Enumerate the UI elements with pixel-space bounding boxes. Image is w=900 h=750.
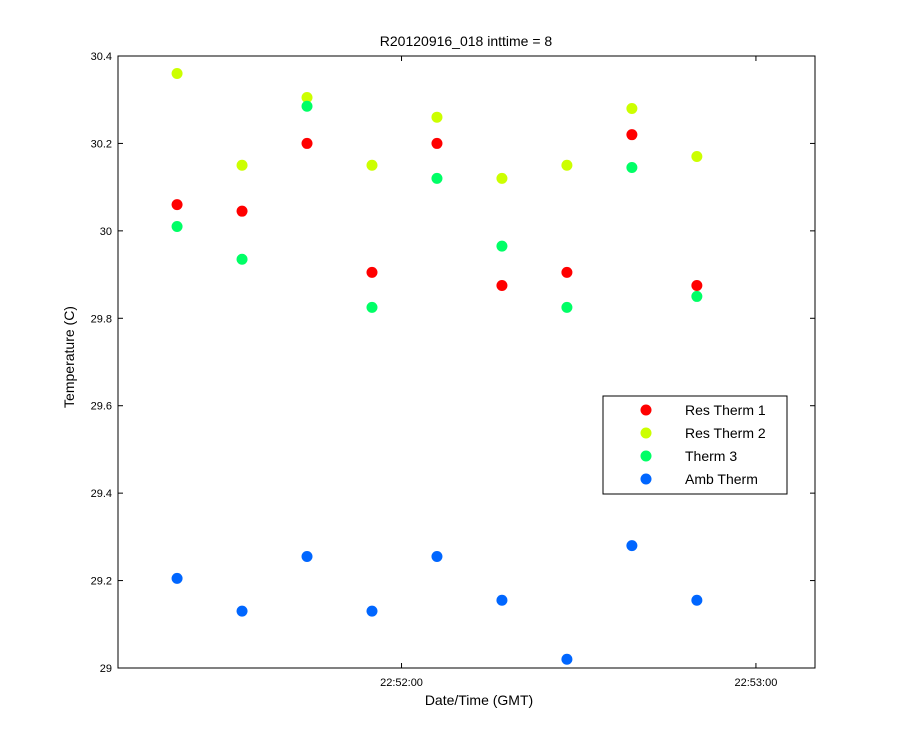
legend-box	[602, 395, 788, 495]
y-tick-label: 30	[100, 226, 112, 238]
y-tick-label: 29.4	[91, 488, 112, 500]
data-point-therm-3	[561, 301, 573, 313]
plot-area	[117, 55, 816, 669]
data-point-res-therm-1	[431, 137, 443, 149]
data-point-res-therm-1	[496, 280, 508, 291]
data-point-therm-3	[366, 301, 378, 313]
y-tick-label: 29.8	[91, 313, 112, 325]
data-point-amb-therm	[561, 653, 573, 665]
data-point-therm-3	[691, 290, 703, 302]
legend: Res Therm 1 Res Therm 2 Therm 3 Amb Ther…	[602, 395, 788, 495]
data-point-res-therm-1	[236, 205, 248, 217]
data-point-therm-3	[431, 172, 443, 184]
y-tick-label: 29.6	[91, 401, 112, 413]
data-point-amb-therm	[301, 551, 313, 563]
data-point-amb-therm	[626, 540, 638, 552]
y-axis-label: Temperature (C)	[61, 306, 77, 408]
legend-marker-res-therm-2	[640, 427, 652, 439]
data-point-res-therm-2	[301, 92, 313, 104]
data-point-res-therm-1	[301, 137, 313, 149]
x-axis-label: Date/Time (GMT)	[425, 692, 533, 708]
data-point-therm-3	[301, 100, 313, 112]
data-point-amb-therm	[171, 572, 183, 584]
y-tick-label: 30.4	[91, 51, 112, 63]
data-point-res-therm-1	[171, 199, 183, 211]
x-tick-label: 22:53:00	[735, 677, 778, 689]
data-point-therm-3	[171, 220, 183, 232]
legend-label-res-therm-2: Res Therm 2	[685, 425, 766, 441]
legend-marker-therm-3	[640, 450, 652, 462]
y-axis: 29 29.2 29.4 29.6 29.8 30 30.2 30.4	[91, 51, 815, 675]
legend-marker-res-therm-1	[640, 404, 652, 416]
data-point-therm-3	[626, 161, 638, 173]
x-tick-label: 22:52:00	[380, 677, 423, 689]
data-point-amb-therm	[236, 605, 248, 617]
data-point-therm-3	[496, 240, 508, 252]
data-point-res-therm-1	[561, 266, 573, 278]
legend-label-therm-3: Therm 3	[685, 448, 737, 464]
data-point-res-therm-2	[366, 159, 378, 171]
data-point-amb-therm	[691, 594, 703, 606]
data-point-amb-therm	[431, 551, 443, 563]
data-point-res-therm-2	[626, 102, 638, 114]
data-point-res-therm-2	[171, 67, 183, 79]
legend-label-res-therm-1: Res Therm 1	[685, 402, 766, 418]
data-point-res-therm-2	[691, 151, 703, 163]
data-point-amb-therm	[366, 605, 378, 617]
data-point-res-therm-2	[496, 172, 508, 184]
y-tick-label: 30.2	[91, 138, 112, 150]
x-axis: 22:52:00 22:53:00	[380, 56, 777, 689]
chart-title: R20120916_018 inttime = 8	[380, 33, 553, 49]
legend-label-amb-therm: Amb Therm	[685, 471, 758, 487]
legend-marker-amb-therm	[640, 473, 652, 485]
data-point-res-therm-2	[561, 159, 573, 171]
plot-border	[117, 55, 816, 669]
y-tick-label: 29	[100, 663, 112, 675]
data-point-res-therm-1	[691, 280, 703, 291]
data-point-res-therm-2	[236, 159, 248, 171]
data-point-res-therm-1	[626, 129, 638, 141]
data-point-res-therm-1	[366, 266, 378, 278]
data-points	[171, 67, 703, 665]
data-point-res-therm-2	[431, 111, 443, 123]
data-point-amb-therm	[496, 594, 508, 606]
data-point-therm-3	[236, 253, 248, 265]
y-tick-label: 29.2	[91, 576, 112, 588]
